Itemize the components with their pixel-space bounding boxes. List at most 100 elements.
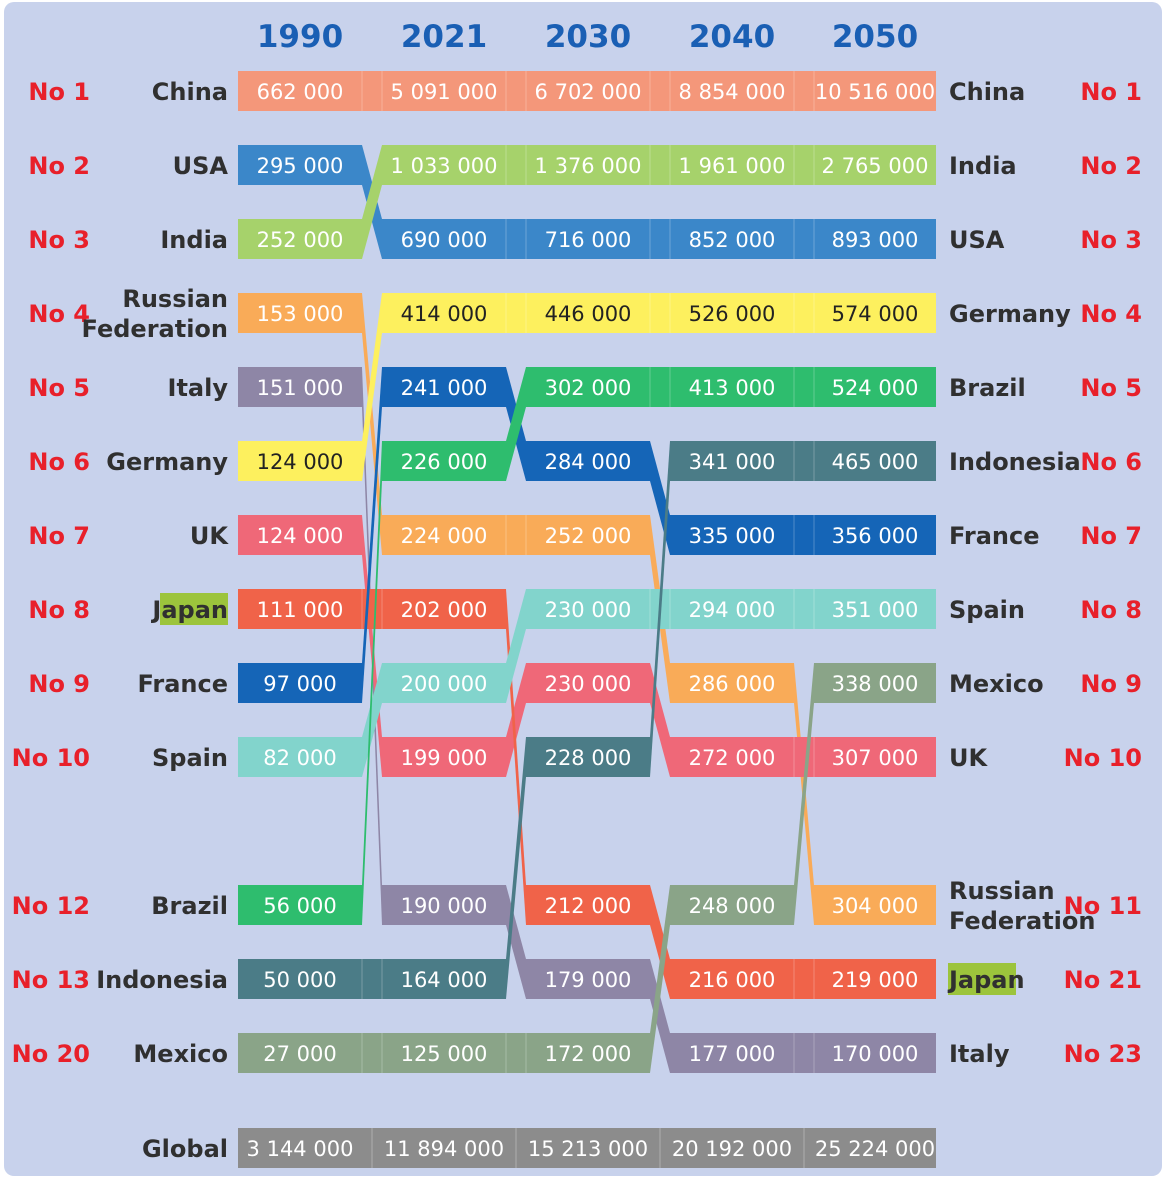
value-label-uk-2040: 272 000 <box>689 746 776 770</box>
ribbon-mexico-0 <box>362 1033 382 1073</box>
left-country-label: Spain <box>152 744 228 772</box>
left-country-label: Brazil <box>151 892 228 920</box>
bar-russia-1990 <box>238 293 362 333</box>
bar-brazil-2021 <box>382 441 506 481</box>
ribbon-india-0 <box>362 145 382 259</box>
ribbon-france-0 <box>362 367 382 703</box>
bar-italy-2030 <box>526 959 650 999</box>
ribbon-spain-0 <box>362 663 382 777</box>
bar-germany-2030 <box>526 293 650 333</box>
right-country-label: Spain <box>949 596 1025 624</box>
value-label-india-2040: 1 961 000 <box>679 154 786 178</box>
bar-mexico-1990 <box>238 1033 362 1073</box>
value-label-brazil-2050: 524 000 <box>832 376 919 400</box>
bar-japan-2040 <box>670 959 794 999</box>
bar-indonesia-2021 <box>382 959 506 999</box>
right-rank-label: No 1 <box>1080 78 1142 106</box>
year-header-1990: 1990 <box>257 19 343 55</box>
bar-germany-2040 <box>670 293 794 333</box>
value-label-italy-2030: 179 000 <box>545 968 632 992</box>
year-header-2050: 2050 <box>832 19 918 55</box>
bar-france-2050 <box>814 515 936 555</box>
bar-indonesia-1990 <box>238 959 362 999</box>
value-label-indonesia-2030: 228 000 <box>545 746 632 770</box>
value-label-france-2040: 335 000 <box>689 524 776 548</box>
value-label-france-1990: 97 000 <box>263 672 336 696</box>
bar-india-2050 <box>814 145 936 185</box>
value-label-spain-2030: 230 000 <box>545 598 632 622</box>
bar-uk-2050 <box>814 737 936 777</box>
bar-russia-2021 <box>382 515 506 555</box>
value-label-usa-2050: 893 000 <box>832 228 919 252</box>
value-label-russia-2021: 224 000 <box>401 524 488 548</box>
bar-china-2021 <box>382 71 506 111</box>
value-label-italy-2040: 177 000 <box>689 1042 776 1066</box>
year-header-2021: 2021 <box>401 19 487 55</box>
left-highlight-japan <box>160 593 228 625</box>
value-label-uk-1990: 124 000 <box>257 524 344 548</box>
value-label-usa-2040: 852 000 <box>689 228 776 252</box>
bar-usa-2050 <box>814 219 936 259</box>
ribbon-china-1 <box>506 71 526 111</box>
bar-china-2050 <box>814 71 936 111</box>
right-country-label: Mexico <box>949 670 1044 698</box>
value-label-brazil-1990: 56 000 <box>263 894 336 918</box>
bar-russia-2050 <box>814 885 936 925</box>
left-country-label: UK <box>190 522 229 550</box>
bar-india-2040 <box>670 145 794 185</box>
bar-japan-1990 <box>238 589 362 629</box>
value-label-mexico-2030: 172 000 <box>545 1042 632 1066</box>
ribbon-uk-1 <box>506 663 526 777</box>
value-label-spain-1990: 82 000 <box>263 746 336 770</box>
bar-usa-2040 <box>670 219 794 259</box>
right-rank-label: No 23 <box>1064 1040 1142 1068</box>
right-rank-label: No 21 <box>1064 966 1142 994</box>
value-label-usa-1990: 295 000 <box>257 154 344 178</box>
bar-germany-2021 <box>382 293 506 333</box>
left-rank-label: No 9 <box>28 670 90 698</box>
bar-indonesia-2050 <box>814 441 936 481</box>
bar-russia-2040 <box>670 663 794 703</box>
bar-india-1990 <box>238 219 362 259</box>
bar-brazil-1990 <box>238 885 362 925</box>
value-label-russia-2030: 252 000 <box>545 524 632 548</box>
bar-germany-2050 <box>814 293 936 333</box>
left-rank-label: No 2 <box>28 152 90 180</box>
ribbon-russia-0 <box>362 293 382 555</box>
bar-japan-2021 <box>382 589 506 629</box>
value-label-indonesia-2021: 164 000 <box>401 968 488 992</box>
bar-france-1990 <box>238 663 362 703</box>
ribbon-france-3 <box>794 515 814 555</box>
right-rank-label: No 5 <box>1080 374 1142 402</box>
right-rank-label: No 6 <box>1080 448 1142 476</box>
value-label-china-1990: 662 000 <box>257 80 344 104</box>
left-country-label: Indonesia <box>96 966 228 994</box>
ribbon-spain-3 <box>794 589 814 629</box>
right-rank-label: No 9 <box>1080 670 1142 698</box>
ribbon-mexico-1 <box>506 1033 526 1073</box>
global-value-2050: 25 224 000 <box>815 1137 935 1161</box>
bar-brazil-2050 <box>814 367 936 407</box>
value-label-italy-2021: 190 000 <box>401 894 488 918</box>
bar-germany-1990 <box>238 441 362 481</box>
ribbon-china-2 <box>650 71 670 111</box>
ribbon-japan-3 <box>794 959 814 999</box>
ribbon-india-1 <box>506 145 526 185</box>
value-label-japan-2050: 219 000 <box>832 968 919 992</box>
global-value-2021: 11 894 000 <box>384 1137 504 1161</box>
bar-usa-2030 <box>526 219 650 259</box>
bars <box>238 71 936 1168</box>
bar-mexico-2040 <box>670 885 794 925</box>
value-label-germany-1990: 124 000 <box>257 450 344 474</box>
ribbon-brazil-3 <box>794 367 814 407</box>
year-header-2030: 2030 <box>545 19 631 55</box>
right-rank-label: No 8 <box>1080 596 1142 624</box>
ribbon-usa-3 <box>794 219 814 259</box>
ribbon-italy-2 <box>650 959 670 1073</box>
bar-usa-1990 <box>238 145 362 185</box>
value-label-japan-2021: 202 000 <box>401 598 488 622</box>
left-rank-label: No 6 <box>28 448 90 476</box>
bar-mexico-2021 <box>382 1033 506 1073</box>
ribbon-italy-3 <box>794 1033 814 1073</box>
bar-japan-2030 <box>526 885 650 925</box>
